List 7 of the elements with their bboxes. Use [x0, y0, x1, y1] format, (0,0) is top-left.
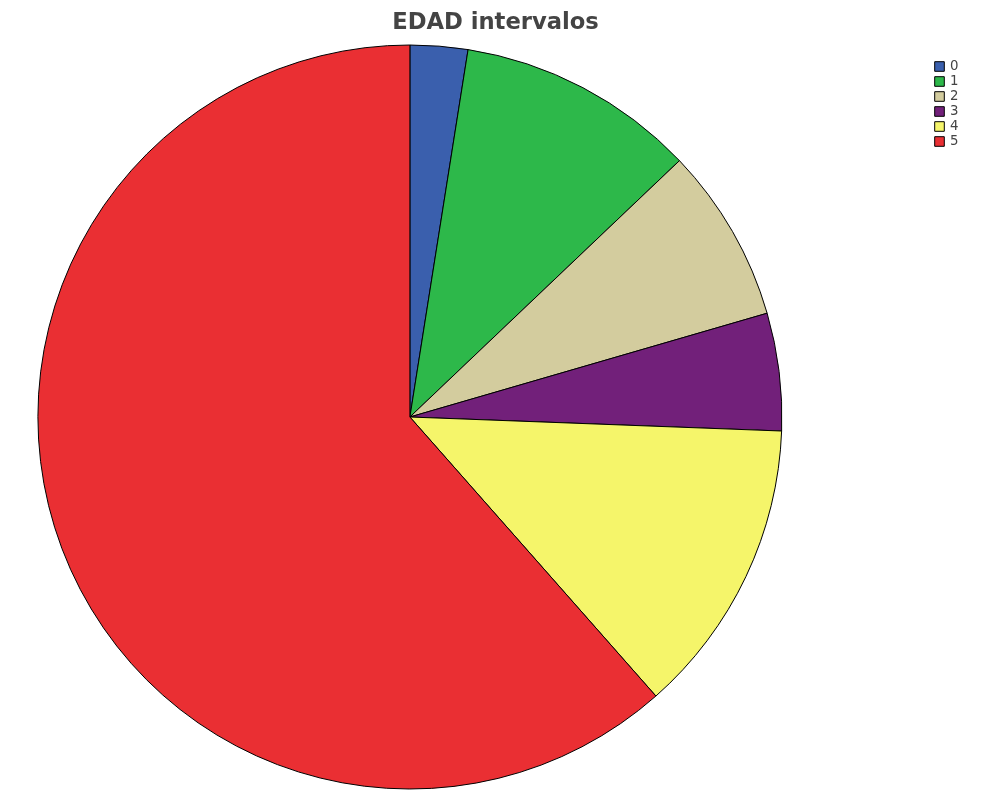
legend-label: 5 — [950, 133, 960, 148]
legend-label: 4 — [950, 118, 960, 133]
chart-title: EDAD intervalos — [392, 7, 599, 34]
legend-label: 1 — [950, 73, 960, 88]
legend-label: 2 — [950, 88, 960, 103]
legend-label: 3 — [950, 103, 960, 118]
legend-label: 0 — [950, 58, 960, 73]
